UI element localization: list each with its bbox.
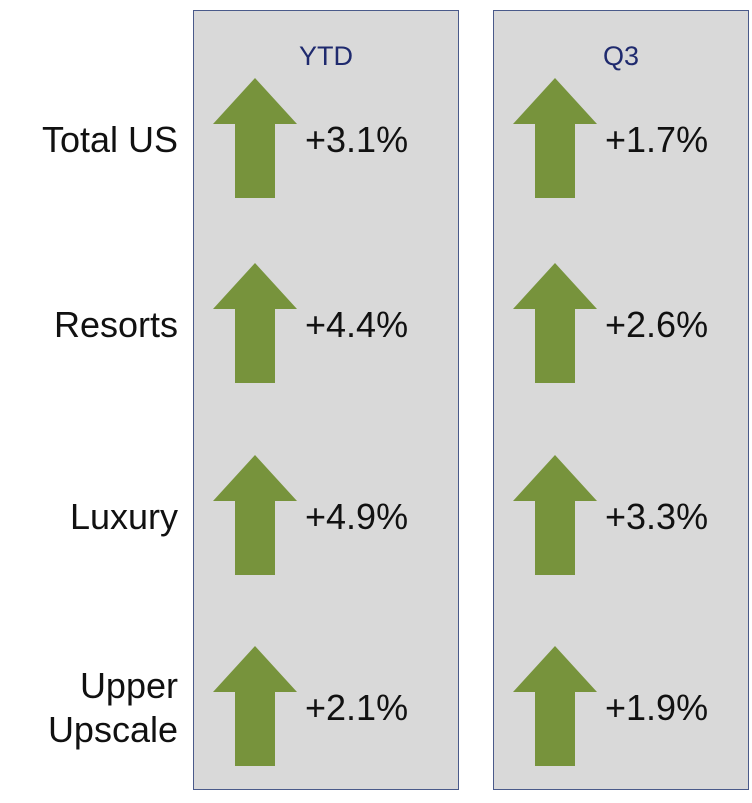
change-value: +1.9%: [605, 687, 709, 728]
up-arrow: [513, 263, 597, 383]
arrow-shape: [213, 455, 297, 575]
arrow-shape: [513, 455, 597, 575]
up-arrow: [213, 263, 297, 383]
up-arrow: [513, 646, 597, 766]
arrow-shape: [513, 78, 597, 198]
up-arrow: [213, 455, 297, 575]
up-arrow: [513, 78, 597, 198]
up-arrow: [213, 78, 297, 198]
column-header: YTD: [299, 41, 353, 71]
arrow-shape: [513, 263, 597, 383]
row-label: Resorts: [53, 304, 178, 345]
change-value: +4.4%: [305, 304, 409, 345]
change-value: +3.3%: [605, 496, 709, 537]
arrow-shape: [513, 646, 597, 766]
up-arrow: [213, 646, 297, 766]
change-value: +2.6%: [605, 304, 709, 345]
arrow-shape: [213, 78, 297, 198]
row-label: Luxury: [69, 496, 178, 537]
arrow-shape: [213, 263, 297, 383]
row-label: Upper Upscale: [47, 665, 178, 750]
change-value: +1.7%: [605, 119, 709, 160]
column-panel: Q3: [493, 10, 749, 790]
change-value: +2.1%: [305, 687, 409, 728]
up-arrow: [513, 455, 597, 575]
arrow-shape: [213, 646, 297, 766]
row-label: Total US: [41, 119, 178, 160]
change-value: +3.1%: [305, 119, 409, 160]
change-value: +4.9%: [305, 496, 409, 537]
column-header: Q3: [602, 41, 640, 71]
